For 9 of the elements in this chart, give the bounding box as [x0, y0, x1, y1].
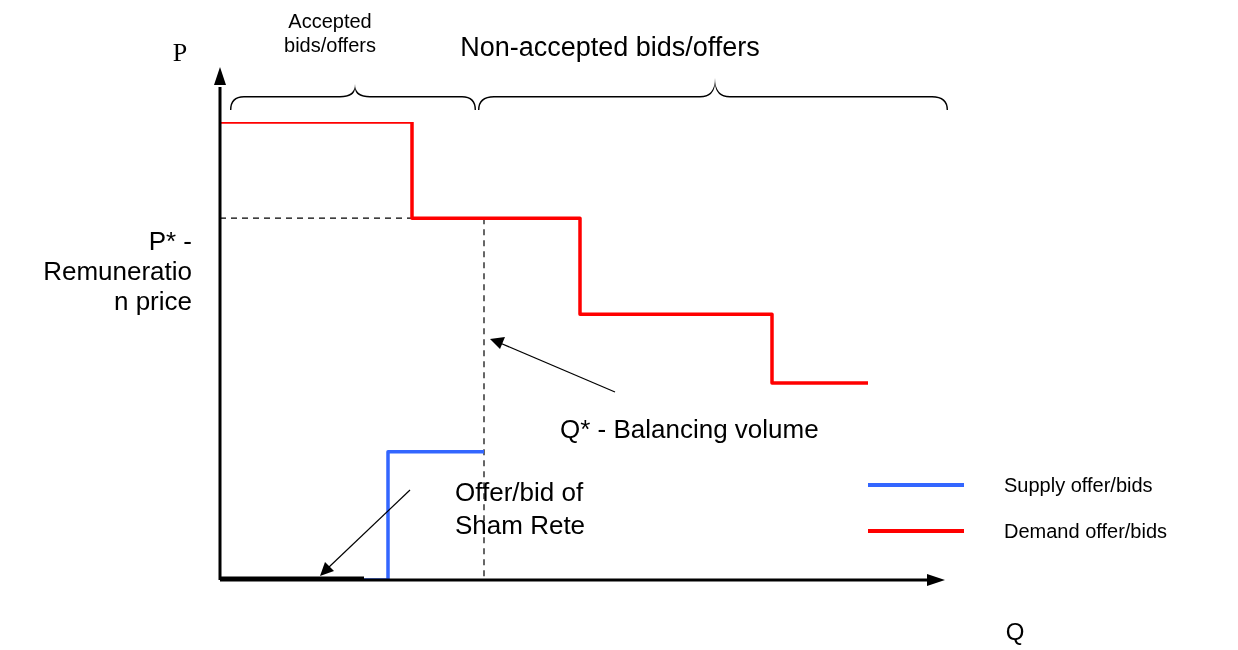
legend-label: Supply offer/bids: [1004, 473, 1153, 497]
legend-label: Demand offer/bids: [1004, 519, 1168, 543]
text: Accepted bids/offers: [284, 10, 376, 56]
annotation: Offer/bid of Sham Rete: [455, 477, 586, 540]
x-axis-title: Q: [1005, 617, 1025, 645]
y-axis-title: P: [172, 37, 188, 67]
annotation: Q* - Balancing volume: [560, 414, 819, 444]
text: Non-accepted bids/offers: [460, 32, 760, 62]
text: P* - Remuneratio n price: [43, 226, 192, 316]
